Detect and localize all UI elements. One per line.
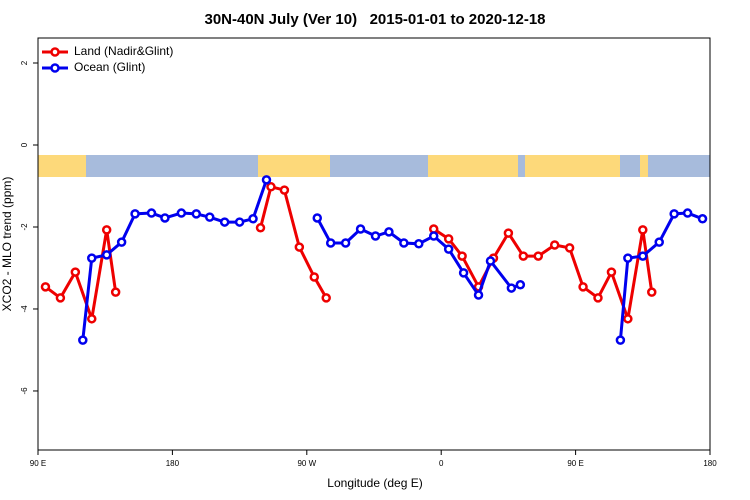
point — [485, 256, 496, 266]
point — [248, 214, 258, 224]
series-line — [44, 185, 654, 320]
point — [176, 208, 187, 218]
y-tick-label: 2 — [20, 60, 29, 65]
point — [654, 237, 664, 247]
point — [55, 293, 66, 303]
point — [414, 239, 424, 249]
series-line — [81, 179, 704, 341]
point — [384, 227, 394, 237]
point — [130, 209, 140, 219]
point — [506, 283, 517, 293]
point — [110, 287, 121, 297]
x-tick-label: 90 E — [30, 459, 46, 468]
point — [606, 267, 617, 277]
point — [682, 208, 693, 218]
point — [638, 251, 648, 261]
x-tick-label: 180 — [166, 459, 180, 468]
legend-label: Land (Nadir&Glint) — [74, 44, 173, 58]
point — [623, 314, 633, 324]
point — [578, 282, 588, 292]
point — [623, 253, 633, 263]
point — [697, 214, 708, 224]
point — [321, 293, 331, 303]
y-tick-label: -4 — [20, 305, 29, 313]
point — [399, 238, 409, 248]
point — [87, 314, 97, 324]
point — [325, 238, 336, 248]
point — [70, 267, 81, 277]
point — [266, 182, 276, 192]
point — [255, 223, 266, 233]
point — [309, 272, 320, 282]
chart-title: 30N-40N July (Ver 10) 2015-01-01 to 2020… — [204, 11, 545, 28]
y-tick-label: -6 — [20, 387, 29, 395]
point — [518, 251, 529, 261]
point — [87, 253, 97, 263]
point — [515, 280, 526, 290]
point — [503, 228, 514, 238]
point — [191, 209, 202, 219]
point — [340, 238, 351, 248]
point — [458, 268, 469, 278]
point — [294, 242, 305, 252]
point — [647, 287, 657, 297]
x-tick-label: 90 E — [567, 459, 583, 468]
point — [669, 209, 679, 219]
y-axis-label: XCO2 - MLO trend (ppm) — [0, 177, 14, 312]
x-tick-label: 0 — [439, 459, 444, 468]
x-tick-label: 180 — [703, 459, 717, 468]
point — [533, 251, 544, 261]
point — [443, 234, 454, 244]
x-tick-label: 90 W — [297, 459, 316, 468]
point — [78, 335, 88, 345]
legend-marker — [50, 47, 60, 57]
point — [370, 231, 381, 241]
point — [146, 208, 157, 218]
point — [204, 212, 215, 222]
point — [615, 335, 626, 345]
legend-marker — [50, 63, 60, 73]
point — [219, 217, 230, 227]
point — [443, 244, 454, 254]
point — [549, 240, 560, 250]
point — [312, 213, 323, 223]
point — [40, 282, 51, 292]
map-strip — [38, 155, 710, 177]
y-tick-label: -2 — [20, 223, 29, 231]
point — [638, 225, 648, 235]
legend-label: Ocean (Glint) — [74, 60, 145, 74]
point — [355, 224, 366, 234]
point — [473, 290, 484, 300]
point — [234, 217, 245, 227]
point — [261, 175, 272, 185]
point — [279, 185, 290, 195]
point — [457, 251, 467, 261]
y-tick-label: 0 — [20, 142, 29, 147]
point — [116, 237, 127, 247]
point — [101, 250, 112, 260]
plot-frame — [37, 37, 711, 451]
point — [101, 225, 112, 235]
x-axis-label: Longitude (deg E) — [327, 476, 422, 490]
point — [428, 231, 439, 241]
point — [593, 293, 603, 303]
point — [160, 213, 170, 223]
point — [564, 243, 575, 253]
